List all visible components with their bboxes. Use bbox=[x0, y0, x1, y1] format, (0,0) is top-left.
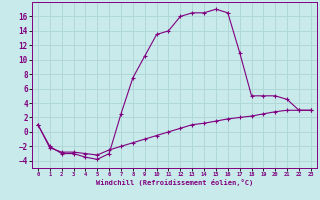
X-axis label: Windchill (Refroidissement éolien,°C): Windchill (Refroidissement éolien,°C) bbox=[96, 179, 253, 186]
